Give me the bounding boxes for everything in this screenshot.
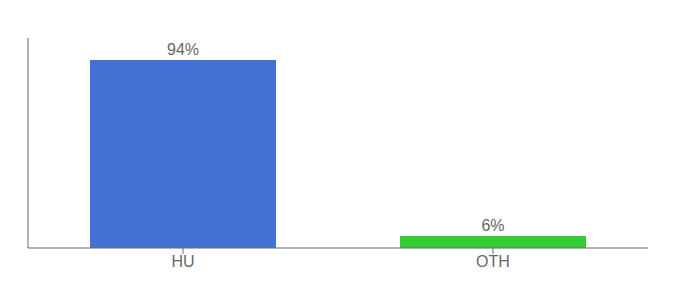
- svg-text:94%: 94%: [167, 41, 199, 58]
- svg-text:HU: HU: [171, 253, 194, 270]
- svg-text:6%: 6%: [481, 217, 504, 234]
- svg-text:OTH: OTH: [476, 253, 510, 270]
